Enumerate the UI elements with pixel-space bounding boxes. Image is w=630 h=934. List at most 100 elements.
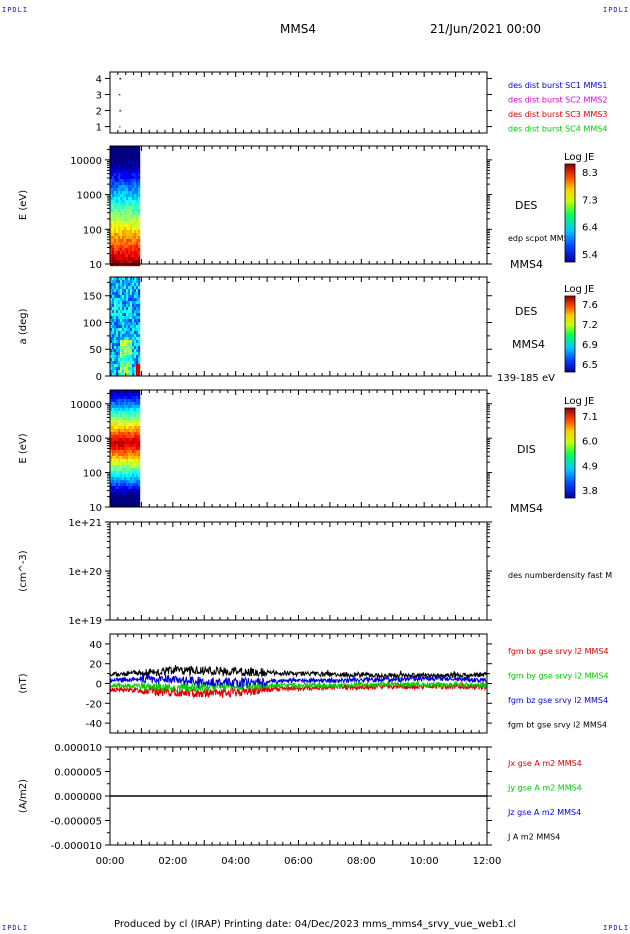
dis-energy-label: DIS — [517, 443, 536, 456]
des-energy-panel-frame — [109, 145, 488, 265]
density-ylabel: (cm^-3) — [18, 550, 29, 591]
dis-energy-ytick: 1000 — [77, 434, 102, 445]
burst-ytick: 2 — [96, 107, 102, 118]
des-energy-sc-label: MMS4 — [510, 258, 543, 271]
dis-energy-ytick: 10 — [89, 503, 102, 514]
current-ytick: -0.000010 — [51, 841, 102, 852]
fgm-ytick: -20 — [86, 699, 102, 710]
dis-energy-ytick: 100 — [83, 469, 102, 480]
des-energy-ylabel: E (eV) — [18, 190, 29, 220]
density-panel-frame — [109, 521, 488, 621]
current-legend-item: Jx gse A m2 MMS4 — [507, 759, 582, 768]
colorbar-tick: 7.1 — [582, 412, 598, 423]
current-ylabel: (A/m2) — [18, 779, 29, 813]
fgm-ytick: 20 — [89, 660, 102, 671]
des-energy-spectrogram — [110, 146, 141, 267]
time-tick-label: 04:00 — [221, 856, 250, 867]
spacecraft-title: MMS4 — [280, 22, 316, 36]
fgm-ylabel: (nT) — [18, 673, 29, 693]
burst-ytick: 1 — [96, 123, 102, 134]
des-pitch-panel-frame — [109, 276, 488, 377]
dis-energy-ytick: 10000 — [70, 400, 102, 411]
fgm-legend-item: fgm bx gse srvy l2 MMS4 — [508, 647, 609, 656]
dis-energy-spectrogram — [110, 390, 141, 508]
fgm-legend-item: fgm by gse srvy l2 MMS4 — [508, 672, 609, 681]
burst-legend-item: des dist burst SC4 MMS4 — [508, 125, 607, 134]
colorbar-tick: 7.6 — [582, 300, 598, 311]
fgm-line-bz — [109, 673, 488, 689]
current-legend-item: Jy gse A m2 MMS4 — [507, 784, 582, 793]
colorbar-tick: 6.5 — [582, 360, 598, 371]
burst-panel-frame — [109, 71, 488, 134]
burst-legend-item: des dist burst SC3 MMS3 — [508, 110, 607, 119]
des-energy-ytick: 10000 — [70, 156, 102, 167]
time-tick-label: 00:00 — [96, 856, 125, 867]
time-tick-label: 10:00 — [410, 856, 439, 867]
burst-point — [119, 77, 121, 80]
des-energy-ytick: 1000 — [77, 191, 102, 202]
fgm-ytick: 0 — [96, 680, 102, 691]
current-ytick: -0.000005 — [51, 817, 102, 828]
des-pitch-ytick: 0 — [96, 372, 102, 383]
colorbar-title: Log JE — [564, 396, 594, 407]
current-legend-item: J A m2 MMS4 — [507, 833, 560, 842]
burst-legend-item: des dist burst SC1 MMS1 — [508, 81, 607, 90]
colorbar-tick: 8.3 — [582, 168, 598, 179]
burst-ytick: 4 — [96, 74, 102, 85]
des-pitch-ytick: 50 — [89, 345, 102, 356]
current-ytick: 0.000005 — [54, 768, 102, 779]
colorbar-tick: 3.8 — [582, 486, 598, 497]
pitch-energy-range-label: 139-185 eV — [497, 373, 555, 384]
des-energy-label: DES — [515, 199, 537, 212]
dis-energy-ylabel: E (eV) — [18, 433, 29, 463]
fgm-series-by — [110, 680, 488, 693]
density-ytick: 1e+21 — [68, 518, 102, 529]
des-energy-ytick: 10 — [89, 260, 102, 271]
datetime-title: 21/Jun/2021 00:00 — [430, 22, 542, 36]
fgm-ytick: 40 — [89, 640, 102, 651]
density-ytick: 1e+19 — [68, 616, 102, 627]
des-pitch-sc-label: MMS4 — [512, 338, 545, 351]
colorbar-title: Log JE — [564, 284, 594, 295]
des-energy-ytick: 100 — [83, 225, 102, 236]
fgm-line-bt — [109, 665, 488, 681]
burst-legend-item: des dist burst SC2 MMS2 — [508, 96, 607, 105]
fgm-legend-item: fgm bz gse srvy l2 MMS4 — [508, 696, 608, 705]
colorbar-tick: 6.9 — [582, 340, 598, 351]
colorbar-tick: 4.9 — [582, 461, 598, 472]
colorbar-title: Log JE — [564, 152, 594, 163]
colorbar — [564, 407, 576, 499]
burst-point — [119, 126, 121, 128]
colorbar-tick: 7.3 — [582, 195, 598, 206]
time-tick-label: 06:00 — [284, 856, 313, 867]
colorbar — [564, 295, 576, 373]
density-ytick: 1e+20 — [68, 567, 102, 578]
corner-mark-top-left: IPDLI — [2, 6, 29, 14]
colorbar-tick: 6.0 — [582, 437, 598, 448]
time-tick-label: 08:00 — [347, 856, 376, 867]
corner-mark-top-right: IPDLI — [603, 6, 630, 14]
fgm-panel-frame — [109, 633, 488, 734]
current-legend-item: Jz gse A m2 MMS4 — [507, 808, 581, 817]
density-label: des numberdensity fast M — [508, 571, 612, 580]
current-ytick: 0.000000 — [54, 792, 102, 803]
dis-energy-sc-label: MMS4 — [510, 502, 543, 515]
colorbar-tick: 7.2 — [582, 320, 598, 331]
time-tick-label: 02:00 — [158, 856, 187, 867]
footer-credit: Produced by cl (IRAP) Printing date: 04/… — [114, 919, 516, 930]
des-pitch-ytick: 150 — [83, 292, 102, 303]
colorbar-tick: 6.4 — [582, 223, 598, 234]
burst-point — [118, 93, 121, 96]
scpot-label: edp scpot MMS4 — [508, 234, 574, 243]
colorbar — [564, 163, 576, 263]
dis-energy-panel-frame — [109, 389, 488, 508]
corner-mark-bottom-right: IPDLI — [603, 924, 630, 932]
fgm-legend-item: fgm bt gse srvy l2 MMS4 — [508, 721, 607, 730]
corner-mark-bottom-left: IPDLI — [2, 924, 29, 932]
des-pitch-spectrogram — [110, 277, 141, 377]
colorbar-tick: 5.4 — [582, 250, 598, 261]
burst-ytick: 3 — [96, 90, 102, 101]
fgm-series-bt — [109, 665, 488, 681]
